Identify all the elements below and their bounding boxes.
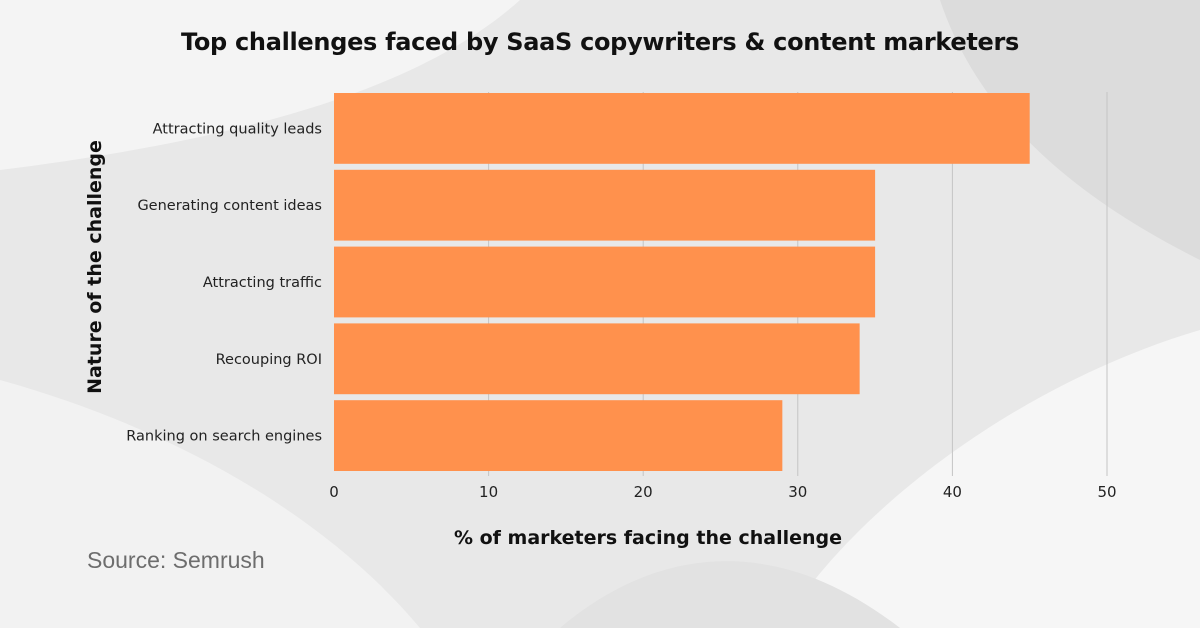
- bar: [334, 246, 876, 318]
- bars: [334, 93, 1030, 471]
- y-axis-title: Nature of the challenge: [84, 140, 106, 394]
- bar: [334, 169, 876, 241]
- bar: [334, 323, 860, 395]
- x-tick-labels: 0 10 20 30 40 50: [329, 483, 1116, 501]
- x-axis-title: % of marketers facing the challenge: [454, 527, 842, 549]
- x-tick-label: 40: [943, 483, 962, 501]
- category-labels: Attracting quality leads Generating conte…: [126, 121, 322, 444]
- chart-title: Top challenges faced by SaaS copywriters…: [180, 28, 1020, 56]
- x-tick-label: 30: [788, 483, 807, 501]
- category-label: Recouping ROI: [216, 352, 322, 368]
- category-label: Attracting traffic: [203, 275, 322, 291]
- x-tick-label: 0: [329, 483, 339, 501]
- x-tick-label: 50: [1097, 483, 1116, 501]
- category-label: Generating content ideas: [137, 198, 322, 214]
- category-label: Attracting quality leads: [153, 121, 322, 137]
- category-label: Ranking on search engines: [126, 429, 322, 445]
- bar: [334, 400, 783, 471]
- source-note: Source: Semrush: [87, 547, 265, 573]
- x-tick-label: 20: [634, 483, 653, 501]
- bar: [334, 93, 1030, 164]
- x-tick-label: 10: [479, 483, 498, 501]
